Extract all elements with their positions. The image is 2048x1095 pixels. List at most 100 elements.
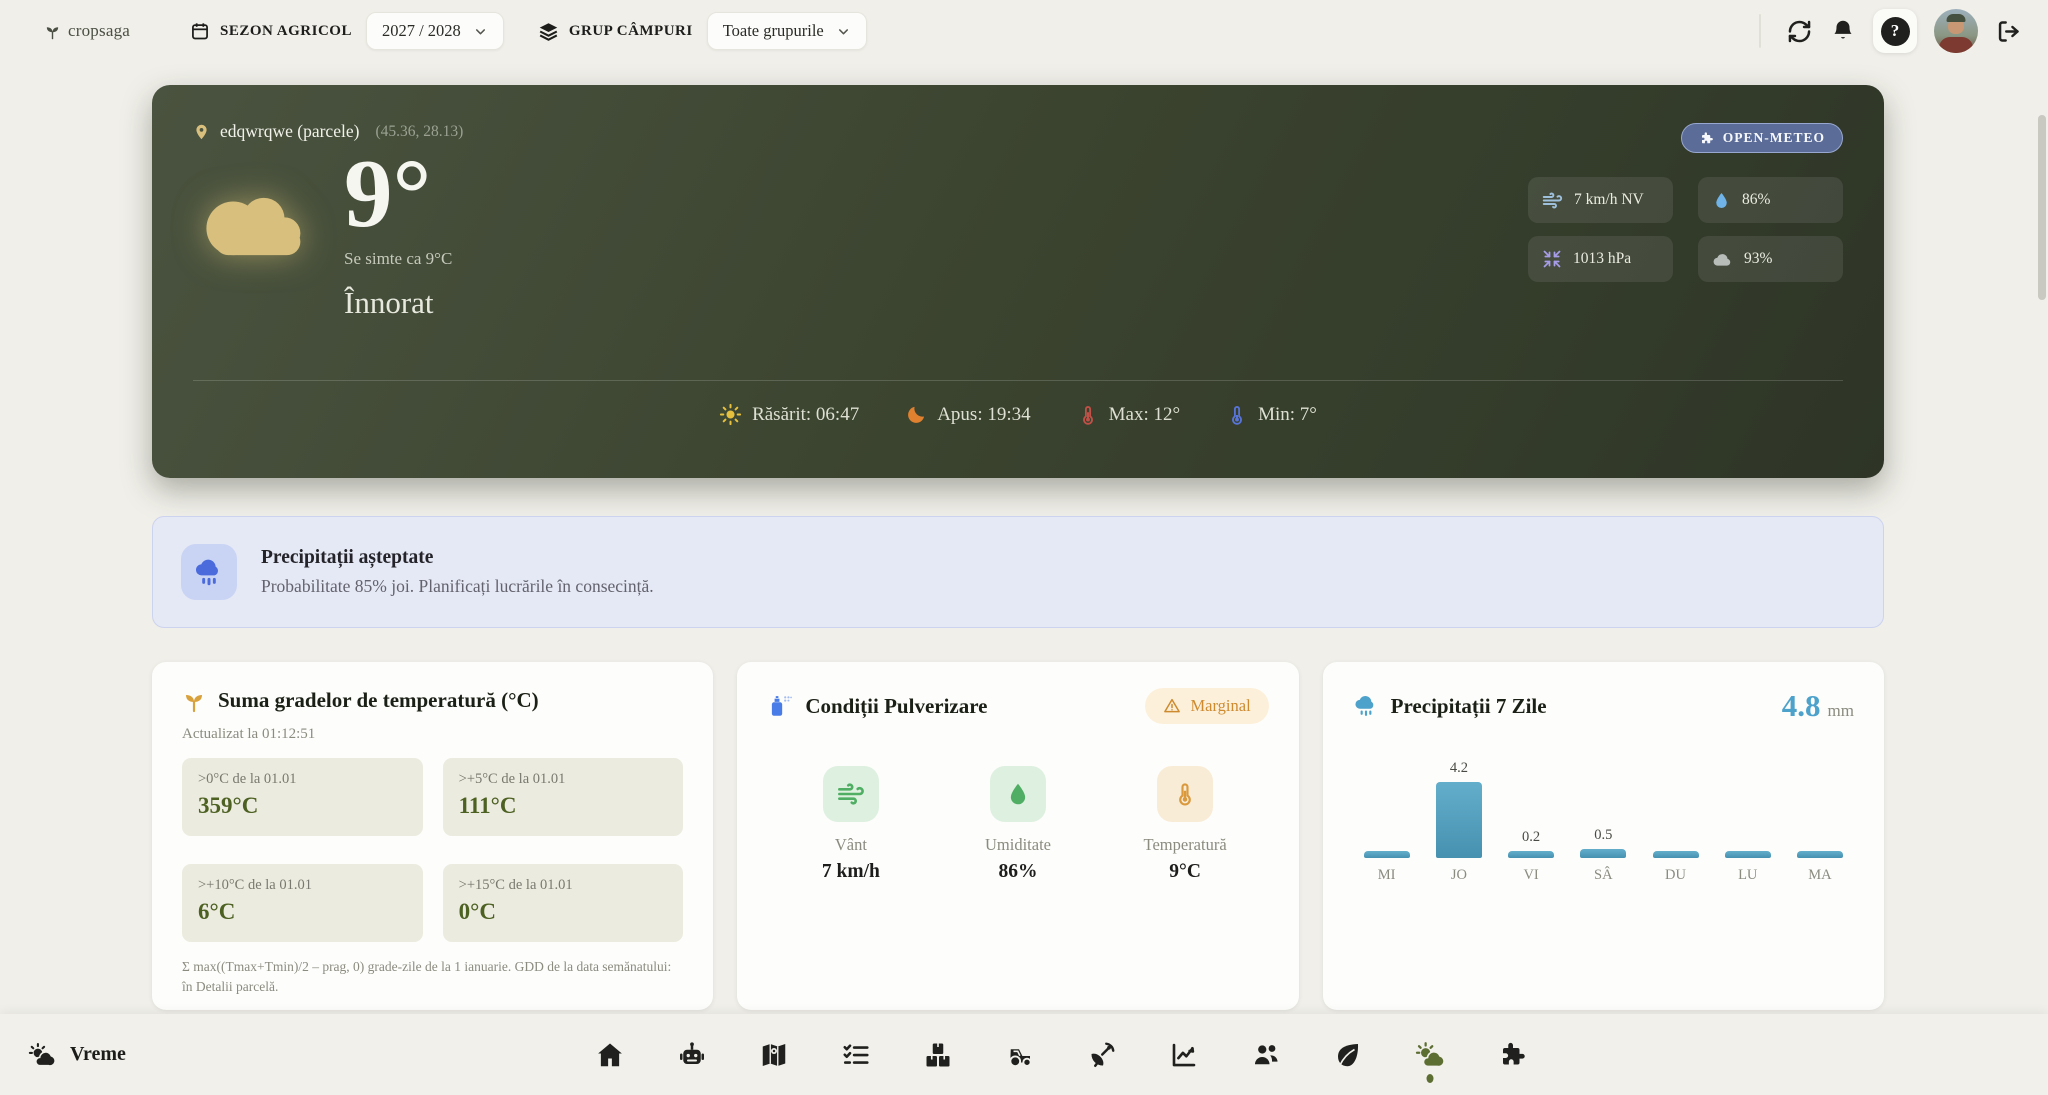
spray-stat-label: Vânt bbox=[834, 835, 867, 854]
cloud-cover-chip: 93% bbox=[1698, 236, 1843, 282]
weather-icon[interactable] bbox=[1415, 1040, 1445, 1083]
bar bbox=[1580, 849, 1627, 858]
help-button[interactable]: ? bbox=[1873, 9, 1917, 53]
brand-name: cropsaga bbox=[68, 21, 131, 40]
bar bbox=[1724, 851, 1771, 858]
gdd-stat-box: >+5°C de la 01.01 111°C bbox=[442, 758, 684, 836]
location-coords: (45.36, 28.13) bbox=[375, 122, 464, 140]
logout-icon[interactable] bbox=[1995, 18, 2022, 45]
bell-icon[interactable] bbox=[1830, 18, 1856, 44]
robot-icon[interactable] bbox=[677, 1040, 707, 1070]
spray-stat-label: Umiditate bbox=[985, 835, 1051, 854]
gdd-card-header: Suma gradelor de temperatură (°C) bbox=[182, 688, 683, 713]
sunset-label: Apus: 19:34 bbox=[937, 403, 1031, 425]
gdd-stat-box: >+10°C de la 01.01 6°C bbox=[182, 864, 423, 942]
alert-text: Precipitații așteptate Probabilitate 85%… bbox=[261, 547, 654, 597]
bar-category-label: SÂ bbox=[1594, 867, 1613, 883]
gdd-card-title: Suma gradelor de temperatură (°C) bbox=[218, 688, 539, 712]
precip-total-value: 4.8 bbox=[1781, 688, 1821, 723]
refresh-icon[interactable] bbox=[1786, 18, 1813, 45]
cloud-icon bbox=[1712, 249, 1733, 270]
rain-cloud-icon bbox=[181, 544, 237, 600]
wind-icon bbox=[1542, 190, 1563, 211]
weather-stat-chips: 7 km/h NV 86% 1013 hPa 93% bbox=[1528, 177, 1843, 282]
topbar-divider bbox=[1759, 14, 1761, 48]
location-row: edqwrqwe (parcele) (45.36, 28.13) bbox=[193, 121, 463, 142]
temperature-value: 9° bbox=[344, 140, 432, 247]
spray-stat-value: 9°C bbox=[1169, 861, 1201, 882]
sun-row: Răsărit: 06:47 Apus: 19:34 Max: 12° Min:… bbox=[152, 403, 1884, 426]
spray-card-title: Condiții Pulverizare bbox=[805, 693, 988, 718]
marginal-badge: Marginal bbox=[1145, 688, 1269, 724]
min-temp-item: Min: 7° bbox=[1226, 404, 1317, 426]
gdd-stat-label: >0°C de la 01.01 bbox=[198, 771, 297, 787]
humidity-chip: 86% bbox=[1698, 177, 1843, 223]
cloud-cover-chip-value: 93% bbox=[1744, 250, 1773, 267]
precip-total-unit: mm bbox=[1827, 701, 1854, 720]
thermometer-max-icon bbox=[1077, 404, 1099, 426]
alert-message: Probabilitate 85% joi. Planificați lucră… bbox=[261, 576, 654, 596]
group-selector-group: GRUP CÂMPURI Toate grupurile bbox=[538, 12, 867, 50]
tractor-icon[interactable] bbox=[1005, 1040, 1035, 1070]
warning-icon bbox=[1163, 697, 1181, 715]
marginal-badge-label: Marginal bbox=[1190, 696, 1251, 715]
bar bbox=[1435, 782, 1482, 858]
season-label: SEZON AGRICOL bbox=[220, 22, 352, 39]
group-select[interactable]: Toate grupurile bbox=[706, 12, 867, 50]
topbar: cropsaga SEZON AGRICOL 2027 / 2028 GRUP … bbox=[0, 0, 2048, 62]
packages-icon[interactable] bbox=[923, 1040, 953, 1070]
bar-category-label: DU bbox=[1665, 867, 1686, 883]
avatar-cap bbox=[1946, 14, 1966, 22]
provider-badge-label: OPEN-METEO bbox=[1722, 130, 1825, 145]
bar bbox=[1363, 851, 1410, 858]
pressure-icon bbox=[1542, 249, 1562, 269]
cards-row: Suma gradelor de temperatură (°C) Actual… bbox=[152, 662, 1884, 1010]
precip-total: 4.8 mm bbox=[1782, 688, 1854, 724]
bar-value-label: 4.2 bbox=[1449, 760, 1468, 776]
precip-alert-banner: Precipitații așteptate Probabilitate 85%… bbox=[152, 516, 1884, 628]
scrollbar-thumb[interactable] bbox=[2038, 115, 2046, 300]
satellite-icon[interactable] bbox=[1087, 1040, 1117, 1070]
thermometer-icon bbox=[1157, 766, 1214, 822]
bottom-nav bbox=[595, 1040, 1527, 1083]
sprout-icon bbox=[44, 22, 61, 41]
leaf-icon[interactable] bbox=[1333, 1040, 1363, 1070]
chevron-down-icon bbox=[836, 24, 851, 39]
analytics-icon[interactable] bbox=[1169, 1040, 1199, 1070]
sunrise-item: Răsărit: 06:47 bbox=[719, 403, 859, 426]
sunrise-label: Răsărit: 06:47 bbox=[752, 403, 860, 425]
pressure-chip: 1013 hPa bbox=[1528, 236, 1673, 282]
season-select-value: 2027 / 2028 bbox=[381, 21, 461, 40]
gdd-updated: Actualizat la 01:12:51 bbox=[182, 726, 316, 742]
avatar[interactable] bbox=[1934, 9, 1978, 53]
team-icon[interactable] bbox=[1251, 1040, 1281, 1070]
chevron-down-icon bbox=[473, 24, 488, 39]
bar-value-label: 0.2 bbox=[1522, 829, 1541, 845]
moon-icon bbox=[905, 404, 927, 426]
puzzle-icon[interactable] bbox=[1497, 1040, 1527, 1070]
tasks-icon[interactable] bbox=[841, 1040, 871, 1070]
spray-stat-humidity: Umiditate 86% bbox=[934, 766, 1101, 883]
bar-column: DU bbox=[1644, 732, 1708, 884]
group-label: GRUP CÂMPURI bbox=[568, 22, 693, 39]
app-logo[interactable]: cropsaga bbox=[44, 21, 130, 41]
location-name: edqwrqwe (parcele) bbox=[220, 121, 360, 141]
precip-card: Precipitații 7 Zile 4.8 mm MI 4.2 JO 0.2 VI 0… bbox=[1322, 662, 1884, 1010]
max-temp-label: Max: 12° bbox=[1108, 403, 1181, 425]
spray-stat-value: 86% bbox=[998, 861, 1038, 882]
spray-stat-temperature: Temperatură 9°C bbox=[1102, 766, 1269, 883]
feels-like: Se simte ca 9°C bbox=[344, 248, 453, 268]
precip-card-title: Precipitații 7 Zile bbox=[1390, 693, 1547, 718]
home-icon[interactable] bbox=[595, 1040, 625, 1070]
bar-column: MI bbox=[1355, 732, 1419, 884]
bar bbox=[1796, 851, 1843, 858]
bottombar: Vreme bbox=[0, 1014, 2048, 1095]
wind-chip-value: 7 km/h NV bbox=[1574, 191, 1644, 208]
gdd-stat-box: >+15°C de la 01.01 0°C bbox=[442, 864, 684, 942]
gdd-stat-value: 359°C bbox=[198, 793, 259, 818]
season-select[interactable]: 2027 / 2028 bbox=[365, 12, 504, 50]
weather-hero-card: edqwrqwe (parcele) (45.36, 28.13) 9° Se … bbox=[152, 85, 1884, 478]
humidity-chip-value: 86% bbox=[1742, 191, 1771, 208]
wind-icon bbox=[822, 766, 879, 822]
map-icon[interactable] bbox=[759, 1040, 789, 1070]
